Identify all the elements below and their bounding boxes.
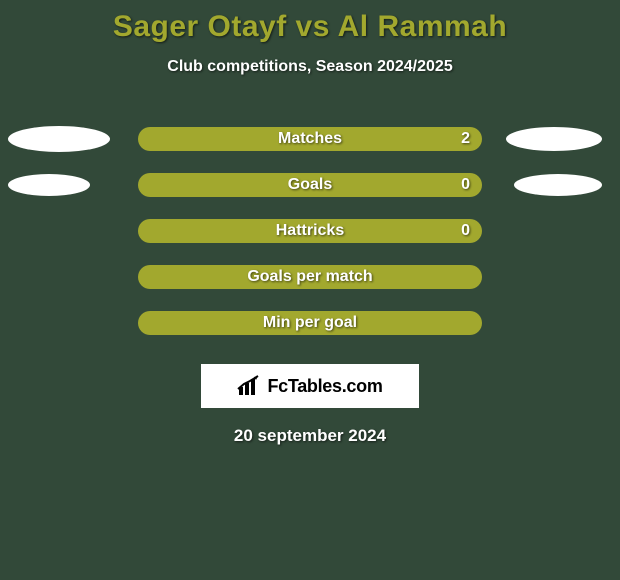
stat-bar: Goals 0	[138, 173, 482, 197]
stat-label: Hattricks	[276, 222, 344, 240]
stat-bar: Goals per match	[138, 265, 482, 289]
stat-label: Goals	[288, 176, 332, 194]
left-value-oval	[8, 174, 90, 196]
stat-bar: Min per goal	[138, 311, 482, 335]
stat-bar: Hattricks 0	[138, 219, 482, 243]
right-value-oval	[514, 174, 602, 196]
stat-label: Matches	[278, 130, 342, 148]
stat-value-right: 0	[461, 176, 470, 194]
stat-bar: Matches 2	[138, 127, 482, 151]
stat-label: Min per goal	[263, 314, 357, 332]
left-value-oval	[8, 126, 110, 152]
stat-value-right: 2	[461, 130, 470, 148]
comparison-card: Sager Otayf vs Al Rammah Club competitio…	[0, 0, 620, 446]
stat-label: Goals per match	[247, 268, 372, 286]
chart-icon	[237, 375, 261, 397]
stat-row: Matches 2	[0, 116, 620, 162]
page-title: Sager Otayf vs Al Rammah	[113, 10, 507, 44]
stat-row: Min per goal	[0, 300, 620, 346]
stat-row: Hattricks 0	[0, 208, 620, 254]
logo-text: FcTables.com	[267, 376, 382, 397]
date-line: 20 september 2024	[234, 426, 386, 446]
stat-row: Goals 0	[0, 162, 620, 208]
logo-badge: FcTables.com	[201, 364, 419, 408]
stat-row: Goals per match	[0, 254, 620, 300]
right-value-oval	[506, 127, 602, 151]
stat-value-right: 0	[461, 222, 470, 240]
stats-block: Matches 2 Goals 0 Hattricks 0 Goals per match M…	[0, 116, 620, 346]
subtitle: Club competitions, Season 2024/2025	[167, 58, 452, 76]
